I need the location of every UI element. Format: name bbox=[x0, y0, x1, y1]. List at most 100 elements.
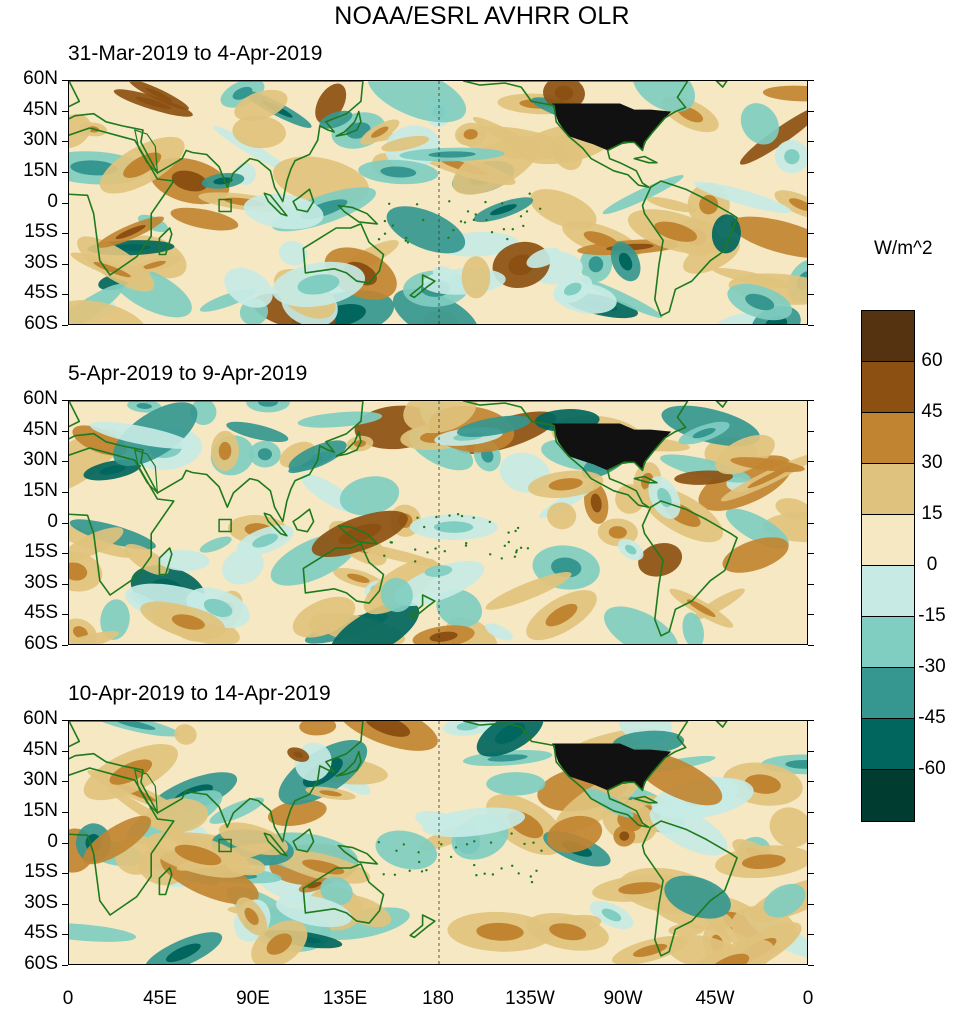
coastline bbox=[292, 508, 315, 533]
olr-anomaly-core bbox=[784, 149, 800, 165]
olr-anomaly-core bbox=[174, 844, 222, 866]
olr-anomaly-core bbox=[686, 599, 716, 617]
olr-anomaly-core bbox=[487, 754, 528, 762]
coastline bbox=[263, 832, 288, 857]
island bbox=[511, 864, 514, 867]
lat-tick-mark bbox=[62, 491, 68, 493]
island bbox=[456, 513, 460, 516]
lon-tick-45e: 45E bbox=[143, 988, 177, 1009]
coastline bbox=[292, 828, 315, 853]
lat-tick-label: 30S bbox=[24, 891, 58, 913]
lat-tick-mark-right bbox=[808, 842, 814, 844]
lat-tick-mark-right bbox=[808, 873, 814, 875]
olr-anomaly-core bbox=[266, 933, 292, 955]
lon-tick-135e: 135E bbox=[322, 988, 368, 1009]
colorbar bbox=[861, 310, 915, 822]
island bbox=[415, 203, 419, 206]
island bbox=[485, 218, 488, 222]
island bbox=[414, 548, 417, 551]
island bbox=[523, 842, 526, 846]
coastline bbox=[633, 795, 658, 804]
lat-tick-label: 45N bbox=[23, 418, 58, 440]
olr-anomaly-contour bbox=[267, 799, 327, 827]
lat-tick-label: 45S bbox=[24, 922, 58, 944]
coastline bbox=[158, 227, 173, 256]
olr-anomaly-contour bbox=[682, 612, 704, 644]
olr-anomaly-core bbox=[244, 907, 259, 925]
lat-tick-label: 0 bbox=[47, 190, 58, 212]
olr-anomaly-core bbox=[213, 177, 233, 185]
olr-anomaly-contour bbox=[775, 498, 807, 520]
coastline bbox=[158, 547, 173, 576]
island bbox=[465, 843, 469, 846]
lat-tick-mark bbox=[62, 873, 68, 875]
olr-anomaly-contour bbox=[334, 894, 392, 928]
lat-tick-mark bbox=[62, 400, 68, 401]
olr-anomaly-contour bbox=[69, 114, 92, 149]
colorbar-box bbox=[862, 515, 914, 566]
olr-anomaly-core bbox=[433, 521, 474, 533]
coastline bbox=[462, 81, 689, 188]
island bbox=[423, 525, 426, 529]
lat-tick-label: 60S bbox=[24, 953, 58, 974]
olr-anomaly-contour bbox=[739, 105, 807, 165]
usa-masked-region bbox=[552, 103, 672, 151]
lat-tick-mark-right bbox=[808, 491, 814, 493]
lat-tick-label: 45S bbox=[24, 602, 58, 624]
lat-tick-label: 30S bbox=[24, 571, 58, 593]
coastline bbox=[335, 110, 362, 137]
coastline bbox=[158, 867, 173, 896]
island bbox=[435, 515, 438, 519]
lat-tick-mark bbox=[62, 934, 68, 936]
island bbox=[490, 231, 494, 234]
olr-anomaly-core bbox=[371, 126, 389, 138]
coastline bbox=[302, 223, 385, 284]
olr-anomaly-core bbox=[165, 943, 201, 963]
olr-anomaly-contour bbox=[386, 206, 466, 254]
coastline bbox=[337, 524, 379, 545]
olr-anomaly-core bbox=[554, 85, 574, 101]
olr-anomaly-core bbox=[115, 225, 146, 240]
lat-tick-mark bbox=[62, 430, 68, 432]
olr-anomaly-core bbox=[741, 854, 786, 870]
island bbox=[382, 873, 385, 876]
lat-tick-label: 60N bbox=[23, 388, 58, 409]
olr-anomaly-core bbox=[545, 603, 578, 627]
olr-anomaly-contour bbox=[730, 457, 805, 473]
lat-tick-mark-right bbox=[808, 461, 814, 463]
lat-tick-mark-right bbox=[808, 934, 814, 936]
island bbox=[377, 238, 381, 241]
lat-tick-mark bbox=[62, 171, 68, 173]
island bbox=[405, 236, 408, 240]
lat-tick-mark bbox=[62, 80, 68, 81]
olr-anomaly-contour bbox=[683, 939, 774, 964]
island bbox=[500, 557, 503, 560]
olr-anomaly-contour bbox=[485, 623, 513, 641]
olr-anomaly-core bbox=[252, 533, 278, 548]
olr-anomaly-core bbox=[347, 573, 370, 583]
olr-anomaly-core bbox=[115, 721, 156, 730]
olr-anomaly-core bbox=[257, 448, 272, 461]
coastline bbox=[641, 500, 738, 637]
lon-tick-135w: 135W bbox=[505, 988, 555, 1009]
olr-anomaly-contour bbox=[69, 630, 120, 644]
lat-tick-mark-right bbox=[808, 294, 814, 296]
olr-anomaly-contour bbox=[526, 247, 561, 269]
coastline bbox=[69, 127, 175, 276]
olr-anomaly-contour bbox=[222, 548, 264, 585]
olr-anomaly-contour bbox=[124, 543, 169, 576]
olr-anomaly-core bbox=[624, 544, 637, 555]
olr-anomaly-contour bbox=[339, 476, 400, 516]
olr-anomaly-core bbox=[319, 790, 342, 797]
lat-tick-label: 60N bbox=[23, 708, 58, 729]
lat-tick-mark bbox=[62, 141, 68, 143]
lat-tick-mark-right bbox=[808, 325, 814, 326]
olr-anomaly-contour bbox=[292, 596, 356, 638]
island bbox=[515, 551, 518, 554]
olr-map-2 bbox=[69, 401, 807, 644]
olr-anomaly-core bbox=[69, 562, 88, 581]
island bbox=[434, 547, 437, 550]
olr-anomaly-core bbox=[99, 465, 126, 475]
olr-anomaly-core bbox=[364, 721, 411, 737]
olr-anomaly-contour bbox=[711, 313, 758, 324]
